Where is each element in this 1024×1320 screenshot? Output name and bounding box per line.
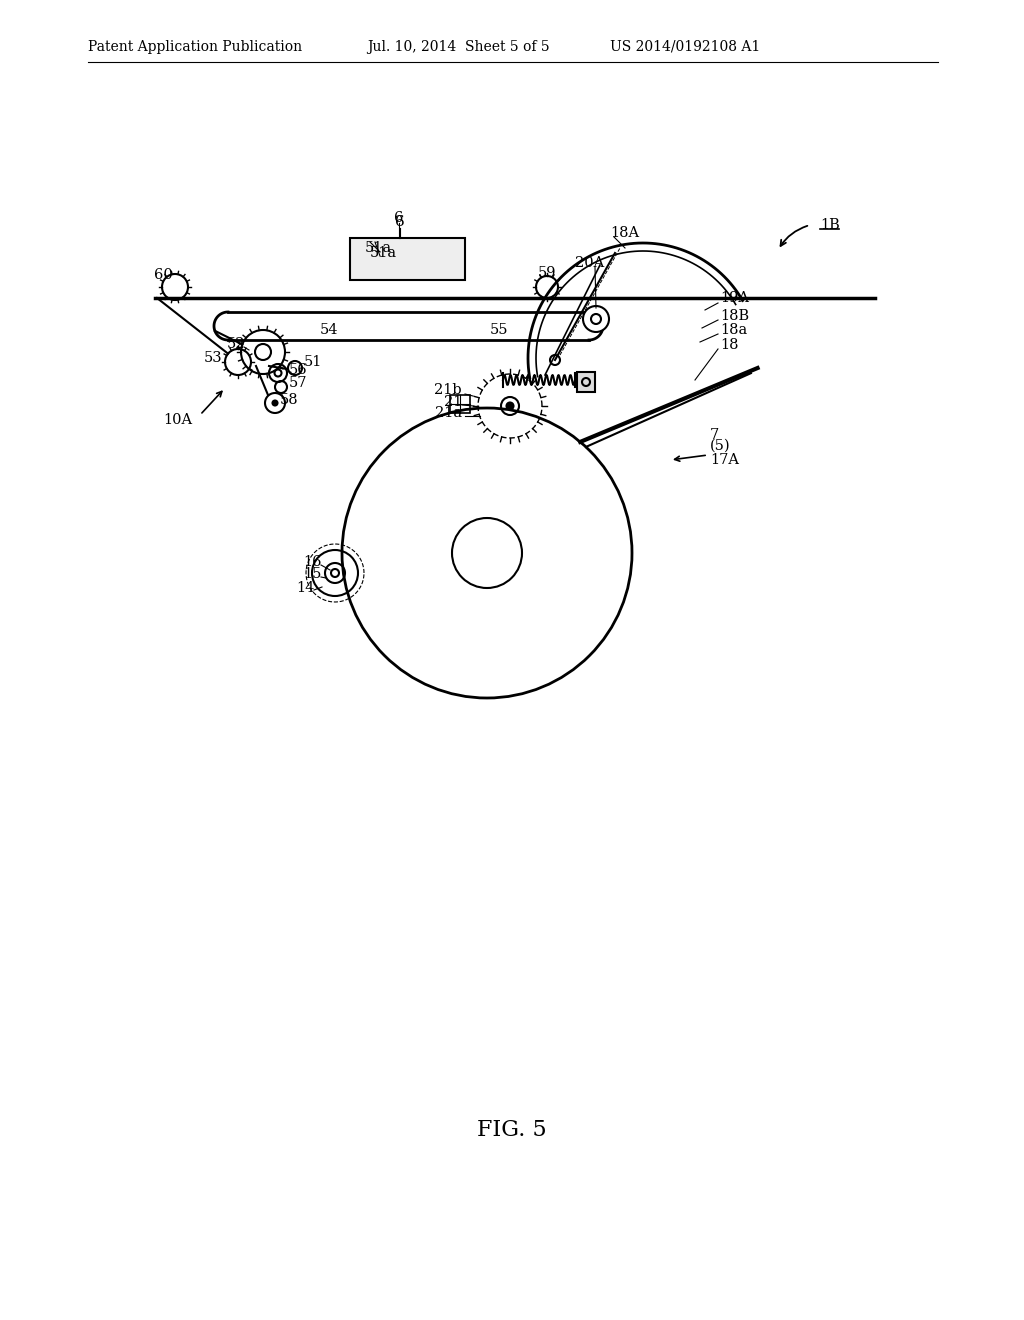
Text: 57: 57 — [289, 376, 307, 389]
Text: 6: 6 — [395, 215, 404, 228]
Text: 60: 60 — [154, 268, 172, 282]
Text: 7: 7 — [710, 428, 719, 442]
Text: 18B: 18B — [720, 309, 750, 323]
Text: 21: 21 — [443, 395, 462, 409]
Text: 52: 52 — [226, 337, 245, 351]
Text: 6: 6 — [394, 211, 403, 224]
Text: (5): (5) — [710, 440, 731, 453]
Text: 14: 14 — [297, 581, 315, 595]
Circle shape — [272, 400, 278, 405]
Text: 21b: 21b — [434, 383, 462, 397]
Text: 18A: 18A — [610, 226, 639, 240]
Text: 51a: 51a — [370, 246, 397, 260]
Text: Jul. 10, 2014  Sheet 5 of 5: Jul. 10, 2014 Sheet 5 of 5 — [367, 40, 550, 54]
Text: 1B: 1B — [820, 218, 840, 232]
Text: 54: 54 — [319, 323, 339, 337]
Text: 55: 55 — [490, 323, 509, 337]
Text: 56: 56 — [289, 363, 307, 378]
Text: 53: 53 — [204, 351, 222, 366]
Text: 18a: 18a — [720, 323, 748, 337]
Text: FIG. 5: FIG. 5 — [477, 1119, 547, 1140]
Circle shape — [274, 370, 282, 376]
Circle shape — [507, 403, 513, 409]
Bar — [350, 238, 465, 280]
Text: 51: 51 — [304, 355, 323, 370]
Text: 21a: 21a — [435, 407, 462, 420]
Text: 15: 15 — [304, 568, 322, 581]
Text: 19A: 19A — [720, 290, 749, 305]
Bar — [577, 372, 595, 392]
Text: 20A: 20A — [575, 256, 604, 271]
Bar — [450, 395, 470, 413]
Text: 51a: 51a — [365, 242, 392, 255]
Text: 16: 16 — [303, 554, 322, 569]
Text: 59: 59 — [538, 267, 556, 280]
Text: 10A: 10A — [163, 413, 193, 426]
Text: 58: 58 — [280, 393, 299, 407]
Text: US 2014/0192108 A1: US 2014/0192108 A1 — [610, 40, 760, 54]
Text: 17A: 17A — [710, 453, 739, 467]
Text: Patent Application Publication: Patent Application Publication — [88, 40, 302, 54]
Text: 18: 18 — [720, 338, 738, 352]
Circle shape — [583, 306, 609, 333]
